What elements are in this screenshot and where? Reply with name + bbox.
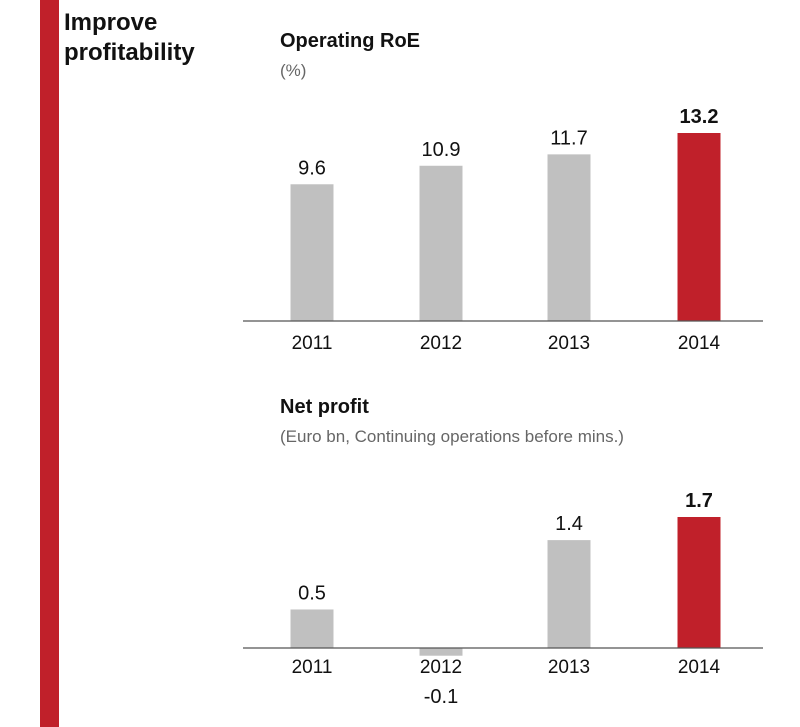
roe-bar-2013 bbox=[547, 154, 591, 321]
net-profit-category-label-2012: 2012 bbox=[420, 657, 462, 678]
net-profit-bar-2012 bbox=[419, 648, 463, 656]
net-profit-bar-2011 bbox=[290, 609, 334, 648]
net-profit-bar-2014 bbox=[677, 517, 721, 648]
section-title-line2: profitability bbox=[64, 39, 195, 66]
roe-value-label-2011: 9.6 bbox=[298, 157, 326, 179]
roe-category-label-2012: 2012 bbox=[420, 333, 462, 354]
roe-chart-title: Operating RoE bbox=[280, 30, 421, 52]
section-title: Improve profitability bbox=[64, 8, 195, 68]
net-profit-value-label-2011: 0.5 bbox=[298, 582, 326, 604]
net-profit-value-label-2012: -0.1 bbox=[424, 686, 458, 708]
net-profit-chart-subtitle: (Euro bn, Continuing operations before m… bbox=[280, 427, 624, 446]
net-profit-value-label-2013: 1.4 bbox=[555, 513, 583, 535]
roe-category-label-2014: 2014 bbox=[678, 333, 721, 354]
roe-category-label-2011: 2011 bbox=[292, 333, 333, 354]
net-profit-category-label-2013: 2013 bbox=[548, 657, 590, 678]
section-title-line1: Improve bbox=[64, 9, 158, 36]
roe-value-label-2012: 10.9 bbox=[422, 139, 461, 161]
roe-value-label-2013: 11.7 bbox=[550, 127, 587, 149]
net-profit-bar-2013 bbox=[547, 540, 591, 648]
net-profit-value-label-2014: 1.7 bbox=[685, 490, 713, 512]
roe-chart-subtitle: (%) bbox=[280, 61, 307, 80]
net-profit-category-label-2014: 2014 bbox=[678, 657, 721, 678]
roe-bar-2011 bbox=[290, 184, 334, 321]
roe-bar-2014 bbox=[677, 133, 721, 321]
roe-bar-2012 bbox=[419, 165, 463, 321]
accent-side-bar bbox=[40, 0, 59, 727]
roe-category-label-2013: 2013 bbox=[548, 333, 590, 354]
roe-value-label-2014: 13.2 bbox=[680, 106, 719, 128]
net-profit-chart-title: Net profit bbox=[280, 396, 369, 418]
net-profit-category-label-2011: 2011 bbox=[292, 657, 333, 678]
